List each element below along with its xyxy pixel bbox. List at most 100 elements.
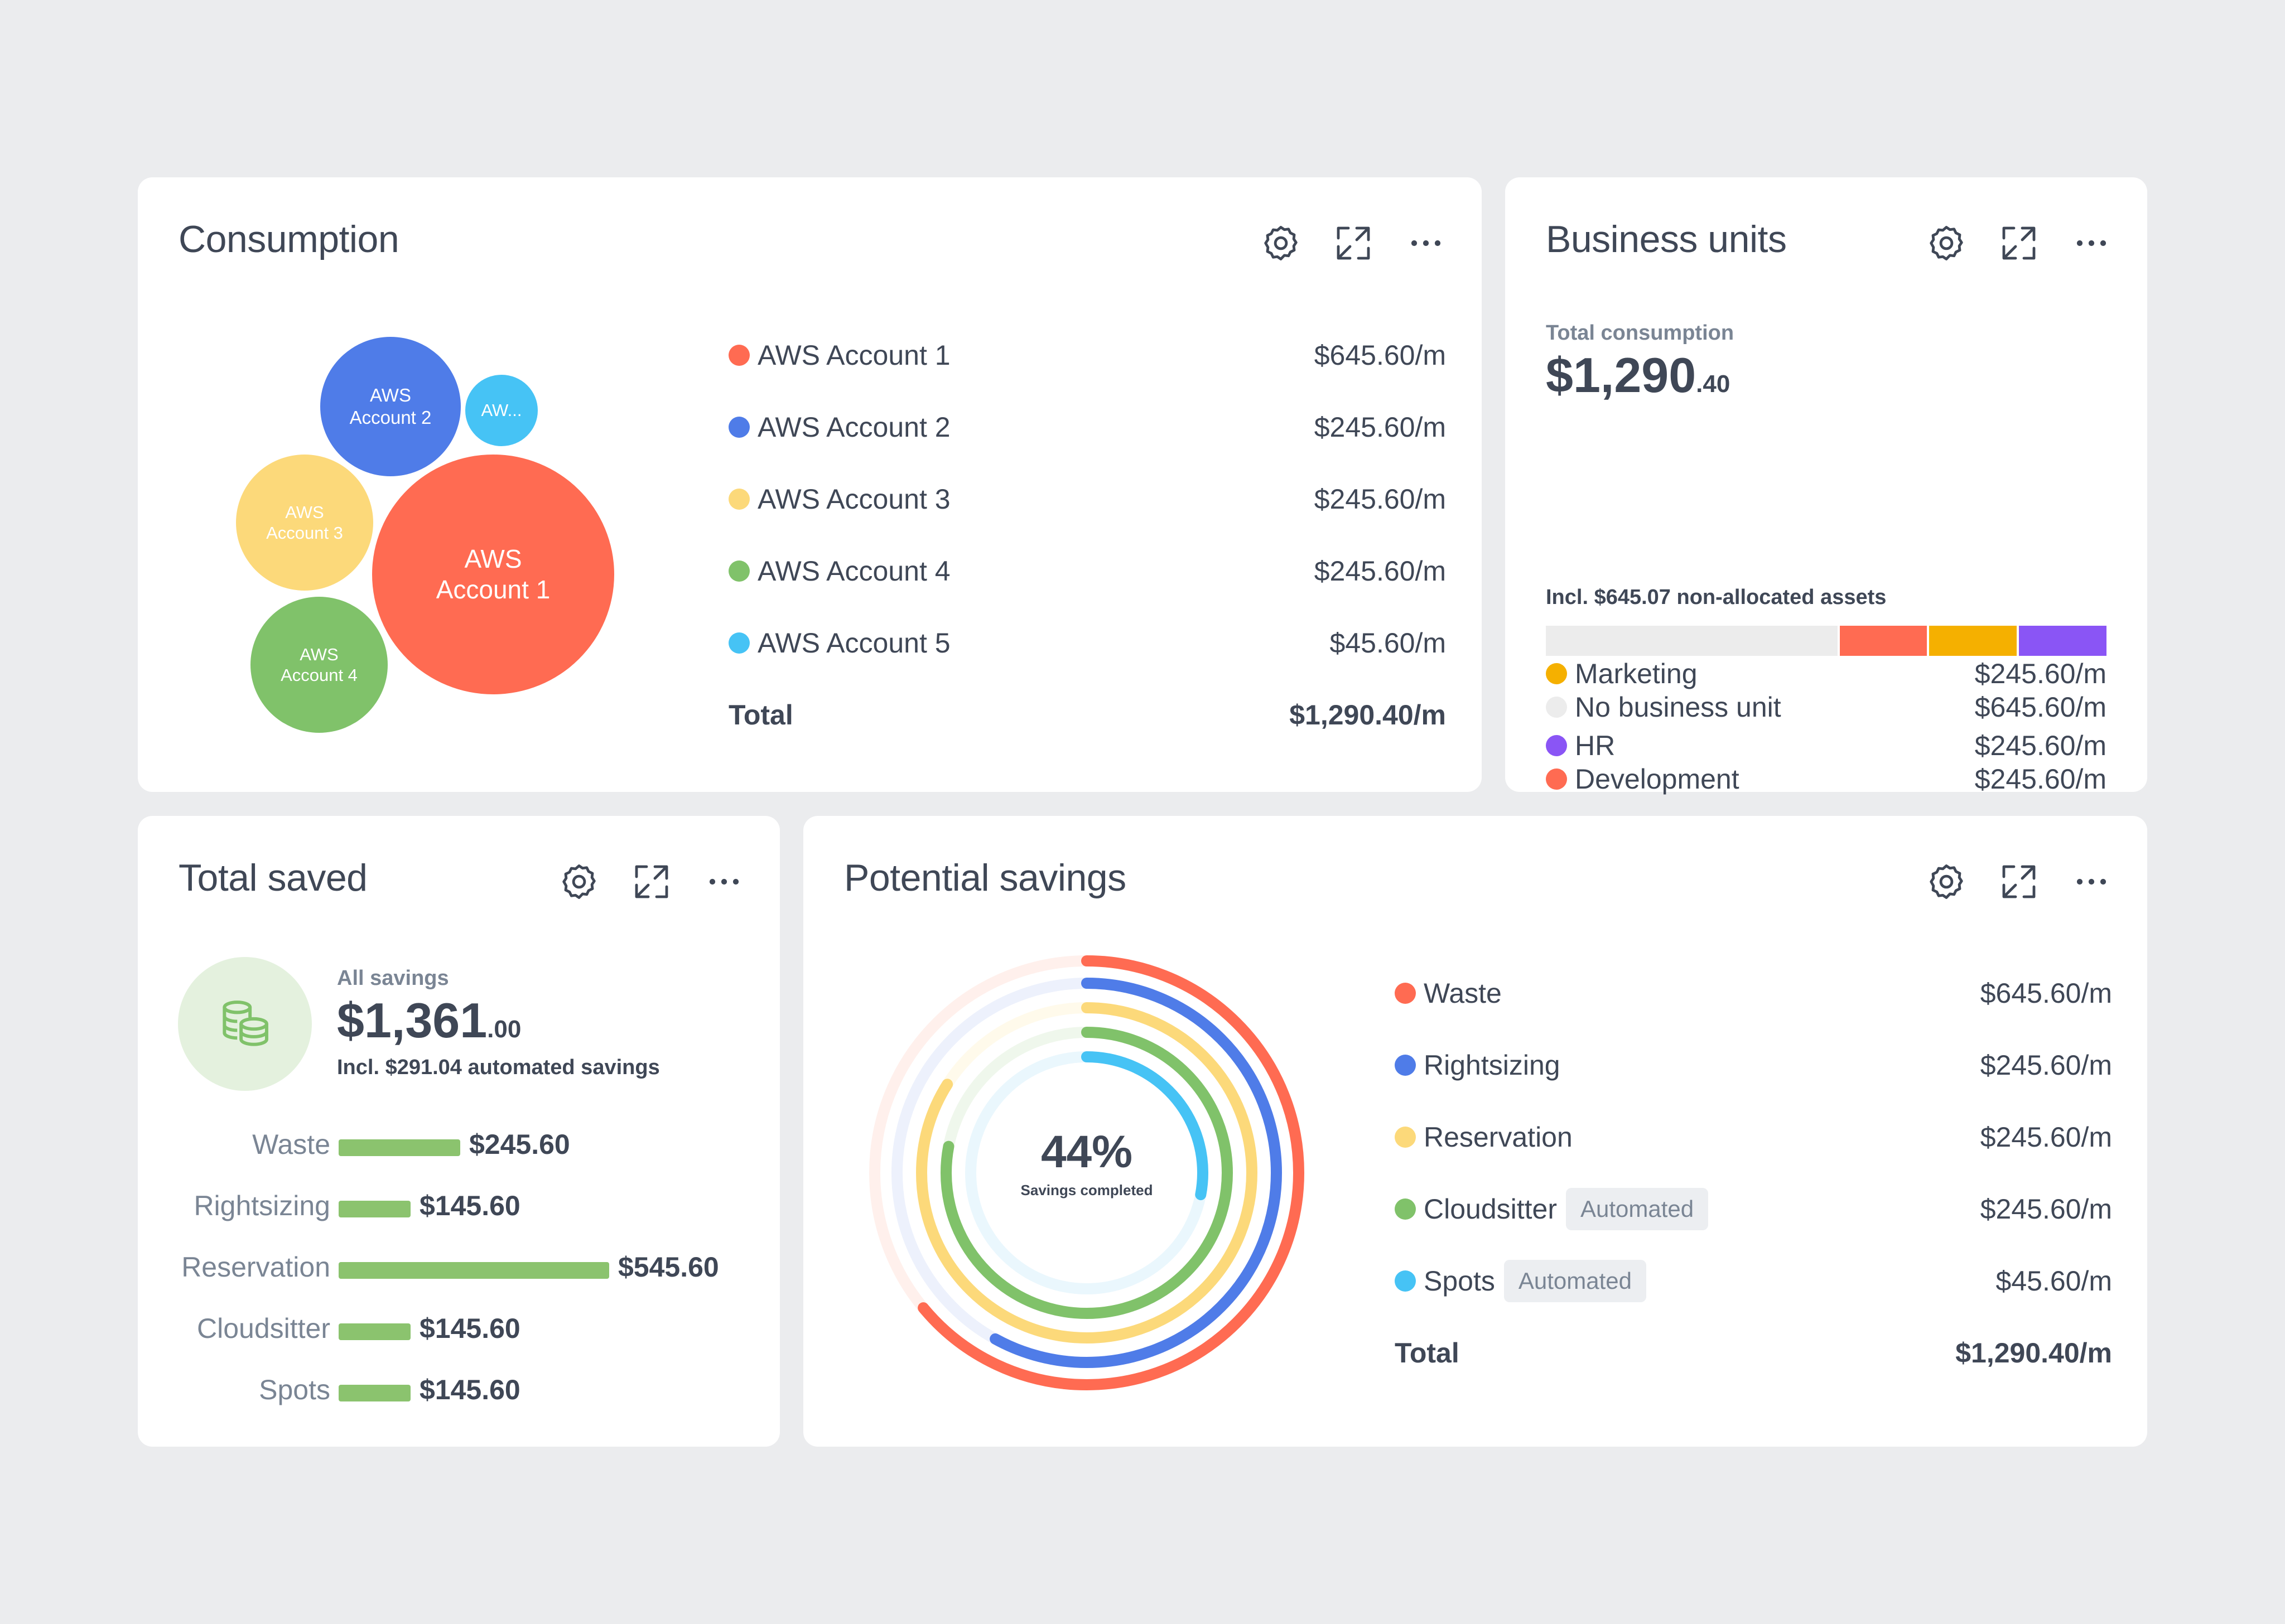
automated-savings-note: Incl. $291.04 automated savings — [337, 1056, 660, 1079]
savings-row[interactable]: Rightsizing $245.60/m — [1395, 1043, 2112, 1088]
ring-arc-waste[interactable] — [869, 955, 1304, 1390]
legend-value: $645.60/m — [1314, 340, 1446, 371]
legend-dot — [1395, 983, 1416, 1004]
legend-label: Waste — [1424, 978, 1502, 1009]
legend-dot — [1546, 735, 1567, 756]
legend-dot — [729, 489, 750, 510]
potential-savings-settings-button[interactable] — [1924, 859, 1969, 904]
bubble-aws-account-1[interactable]: AWS Account 1 — [372, 455, 614, 694]
legend-dot — [1395, 1270, 1416, 1292]
savings-bar-row[interactable]: Rightsizing $145.60 — [138, 1184, 751, 1229]
business-units-card: Business units Total consumption $1,290.… — [1505, 177, 2147, 795]
total-label: Total — [729, 699, 793, 731]
ring-arc-spots[interactable] — [965, 1051, 1208, 1294]
bubble-label: AWS Account 3 — [266, 502, 343, 543]
legend-label: Reservation — [1424, 1122, 1573, 1153]
savings-row[interactable]: Spots Automated $45.60/m — [1395, 1259, 2112, 1303]
bubble-aws-account-2[interactable]: AWS Account 2 — [320, 337, 461, 476]
legend-label: Spots — [1424, 1265, 1495, 1297]
expand-icon — [1337, 226, 1370, 260]
consumption-title: Consumption — [179, 218, 399, 260]
business-units-expand-button[interactable] — [1997, 221, 2041, 265]
expand-icon — [2002, 865, 2036, 898]
savings-radial-chart — [869, 955, 1304, 1390]
savings-bar-label: Cloudsitter — [197, 1313, 330, 1344]
amount-main: $1,361 — [337, 993, 488, 1048]
consumption-expand-button[interactable] — [1331, 221, 1376, 265]
legend-row[interactable]: AWS Account 1 $645.60/m — [729, 333, 1446, 378]
expand-icon — [2002, 226, 2036, 260]
gear-icon — [1264, 226, 1298, 260]
legend-value: $245.60/m — [1974, 763, 2106, 795]
savings-bar-label: Reservation — [181, 1251, 330, 1283]
legend-value: $45.60/m — [1995, 1265, 2112, 1297]
total-saved-expand-button[interactable] — [629, 859, 674, 904]
legend-value: $245.60/m — [1980, 1050, 2112, 1081]
total-consumption-amount: $1,290.40 — [1546, 347, 1730, 404]
savings-bar — [339, 1201, 411, 1217]
savings-row[interactable]: Waste $645.60/m — [1395, 971, 2112, 1016]
potential-savings-more-button[interactable] — [2069, 859, 2114, 904]
total-value: $1,290.40/m — [1289, 699, 1446, 731]
legend-dot — [1395, 1198, 1416, 1220]
total-value: $1,290.40/m — [1955, 1337, 2112, 1369]
legend-value: $245.60/m — [1314, 412, 1446, 443]
legend-row[interactable]: AWS Account 3 $245.60/m — [729, 477, 1446, 521]
business-unit-row[interactable]: Marketing $245.60/m — [1546, 651, 2106, 696]
gear-icon — [562, 864, 596, 899]
business-units-stacked-bar — [1546, 626, 2107, 656]
bar-segment-marketing[interactable] — [1929, 626, 2017, 656]
all-savings-label: All savings — [337, 966, 449, 990]
savings-bar-value: $145.60 — [420, 1313, 520, 1344]
legend-label: Marketing — [1575, 658, 1698, 689]
bubble-label: AW... — [481, 400, 522, 420]
legend-dot — [1546, 663, 1567, 684]
legend-label: Rightsizing — [1424, 1050, 1560, 1081]
savings-bar — [339, 1385, 411, 1401]
business-units-settings-button[interactable] — [1924, 221, 1969, 265]
non-allocated-note: Incl. $645.07 non-allocated assets — [1546, 586, 1887, 609]
ring-arc-reservation[interactable] — [916, 1002, 1257, 1343]
legend-dot — [729, 560, 750, 582]
consumption-settings-button[interactable] — [1259, 221, 1303, 265]
bubble-aws-account-5[interactable]: AW... — [465, 375, 538, 446]
savings-row[interactable]: Cloudsitter Automated $245.60/m — [1395, 1187, 2112, 1231]
business-unit-row[interactable]: Development $245.60/m — [1546, 757, 2106, 801]
bubble-aws-account-4[interactable]: AWS Account 4 — [250, 597, 388, 733]
legend-value: $245.60/m — [1314, 484, 1446, 515]
legend-dot — [729, 417, 750, 438]
legend-label: AWS Account 4 — [758, 555, 951, 587]
savings-caption: Savings completed — [1020, 1182, 1153, 1198]
bar-segment-development[interactable] — [1839, 626, 1927, 656]
legend-label: AWS Account 2 — [758, 412, 951, 443]
savings-bar-row[interactable]: Waste $245.60 — [138, 1123, 751, 1167]
ring-arc-cloudsitter[interactable] — [941, 1027, 1233, 1319]
coins-avatar — [178, 957, 312, 1091]
savings-bar-row[interactable]: Reservation $545.60 — [138, 1245, 751, 1290]
legend-row[interactable]: AWS Account 4 $245.60/m — [729, 549, 1446, 593]
potential-savings-title: Potential savings — [844, 857, 1126, 899]
gear-icon — [1930, 226, 1963, 260]
business-unit-row[interactable]: HR $245.60/m — [1546, 723, 2106, 768]
bubble-aws-account-3[interactable]: AWS Account 3 — [236, 455, 373, 591]
legend-label: AWS Account 5 — [758, 627, 951, 659]
savings-bar-row[interactable]: Cloudsitter $145.60 — [138, 1307, 751, 1351]
business-units-more-button[interactable] — [2069, 221, 2114, 265]
total-saved-settings-button[interactable] — [557, 859, 601, 904]
savings-bar-label: Rightsizing — [194, 1190, 330, 1221]
business-unit-row[interactable]: No business unit $645.60/m — [1546, 685, 2106, 729]
ring-arc-rightsizing[interactable] — [891, 978, 1282, 1368]
savings-row[interactable]: Reservation $245.60/m — [1395, 1115, 2112, 1159]
bar-segment-no-business-unit[interactable] — [1546, 626, 1838, 656]
bubble-label: AWS Account 4 — [281, 644, 358, 685]
legend-row[interactable]: AWS Account 2 $245.60/m — [729, 405, 1446, 450]
savings-bar — [339, 1139, 460, 1156]
potential-savings-expand-button[interactable] — [1997, 859, 2041, 904]
consumption-more-button[interactable] — [1404, 221, 1448, 265]
savings-bar-row[interactable]: Spots $145.60 — [138, 1368, 751, 1413]
total-saved-more-button[interactable] — [702, 859, 746, 904]
legend-row[interactable]: AWS Account 5 $45.60/m — [729, 621, 1446, 665]
legend-value: $245.60/m — [1974, 658, 2106, 689]
all-savings-amount: $1,361.00 — [337, 992, 521, 1049]
bar-segment-hr[interactable] — [2019, 626, 2107, 656]
